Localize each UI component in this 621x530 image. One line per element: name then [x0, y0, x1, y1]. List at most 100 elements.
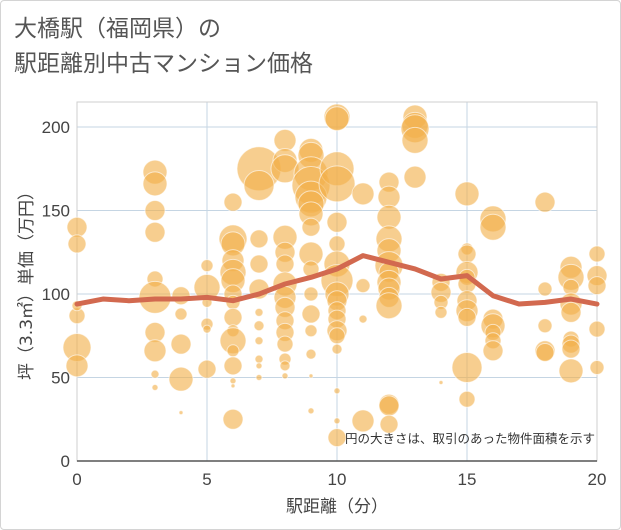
x-tick-label: 5 [202, 470, 211, 489]
bubble-point [142, 171, 168, 197]
bubble-point [275, 254, 295, 274]
bubble-point [482, 340, 504, 362]
bubble-point [151, 384, 159, 392]
y-tick-label: 100 [42, 285, 70, 304]
x-axis-title: 駅距離（分） [286, 497, 388, 517]
bubble-point [255, 362, 263, 370]
bubble-point [222, 408, 244, 430]
bubble-point [170, 333, 192, 355]
y-tick-label: 0 [61, 452, 70, 471]
chart-title-line1: 大橋駅（福岡県）の [14, 16, 221, 42]
bubble-point [331, 343, 343, 355]
bubble-point [202, 324, 212, 334]
bubble-point [434, 305, 448, 319]
bubble-point [534, 191, 556, 213]
bubble-point [327, 428, 347, 448]
bubble-point [223, 192, 243, 212]
bubble-point [587, 276, 607, 296]
bubble-point [318, 165, 356, 203]
trend-line [74, 253, 600, 307]
bubble-point [226, 344, 240, 358]
bubble-point [333, 417, 341, 425]
bubble-point [457, 307, 477, 327]
bubble-point [171, 286, 191, 306]
bubble-point [243, 169, 275, 201]
bubble-point [150, 369, 160, 379]
bubble-point [303, 286, 319, 302]
bubble-point [229, 377, 237, 385]
y-axis-title: 坪（3.3㎡）単価（万円） [17, 183, 37, 380]
x-tick-label: 10 [328, 470, 347, 489]
bubble-point [328, 327, 346, 345]
x-tick-label: 0 [72, 470, 81, 489]
size-note: 円の大きさは、取引のあった物件面積を示す [345, 431, 595, 446]
x-tick-label: 15 [458, 470, 477, 489]
bubble-point [301, 217, 321, 237]
bubble-point [168, 366, 194, 392]
bubble-point [375, 292, 403, 320]
bubble-point [451, 351, 483, 383]
chart-title-line2: 駅距離別中古マンション価格 [14, 51, 313, 77]
bubble-point [333, 387, 341, 395]
bubble-point [457, 244, 477, 264]
bubble-point [351, 409, 375, 433]
bubble-point [223, 307, 243, 327]
bubble-point [254, 354, 264, 364]
bubble-point [281, 372, 289, 380]
bubble-point [200, 259, 214, 273]
bubble-point [458, 390, 476, 408]
y-tick-label: 200 [42, 118, 70, 137]
bubble-point [249, 254, 269, 274]
bubble-point [588, 320, 606, 338]
bubble-point [249, 229, 269, 249]
bubble-point [479, 213, 507, 241]
bubble-point [454, 181, 480, 207]
bubble-point [537, 318, 553, 334]
bubble-point [358, 314, 368, 324]
bubble-point [254, 336, 264, 346]
y-tick-label: 50 [51, 369, 70, 388]
bubble-point [438, 380, 444, 386]
bubble-point [535, 342, 555, 362]
bubble-point [279, 360, 291, 372]
bubble-point [253, 320, 265, 332]
bubble-point [307, 407, 315, 415]
bubble-point [230, 383, 236, 389]
bubble-point [223, 356, 243, 376]
bubble-point [326, 211, 348, 233]
bubble-point [324, 106, 350, 132]
y-tick-label: 150 [42, 202, 70, 221]
bubble-point [67, 234, 87, 254]
bubble-point [537, 281, 553, 297]
bubble-point [560, 301, 582, 323]
bubble-point [144, 221, 166, 243]
bubble-point [174, 307, 188, 321]
bubble-series [62, 103, 608, 448]
bubble-point [558, 358, 584, 384]
bubble-point [355, 278, 371, 294]
bubble-point [588, 245, 606, 263]
bubble-point [178, 410, 184, 416]
bubble-point [351, 182, 375, 206]
bubble-point [401, 126, 429, 154]
bubble-point [66, 216, 88, 238]
bubble-point [304, 324, 318, 338]
bubble-point [276, 335, 294, 353]
bubble-point [561, 339, 581, 359]
bubble-point [589, 359, 605, 375]
bubble-point [328, 235, 346, 253]
bubble-point [403, 165, 427, 189]
bubble-point [197, 359, 217, 379]
bubble-point [301, 304, 321, 324]
bubble-point [255, 374, 263, 382]
bubble-point [144, 200, 166, 222]
bubble-point [305, 348, 317, 360]
bubble-point [143, 339, 167, 363]
bubble-point [379, 414, 399, 434]
bubble-point [254, 307, 264, 317]
chart-title: 大橋駅（福岡県）の 駅距離別中古マンション価格 [14, 12, 313, 82]
bubble-point [308, 373, 314, 379]
bubble-point [378, 395, 400, 417]
